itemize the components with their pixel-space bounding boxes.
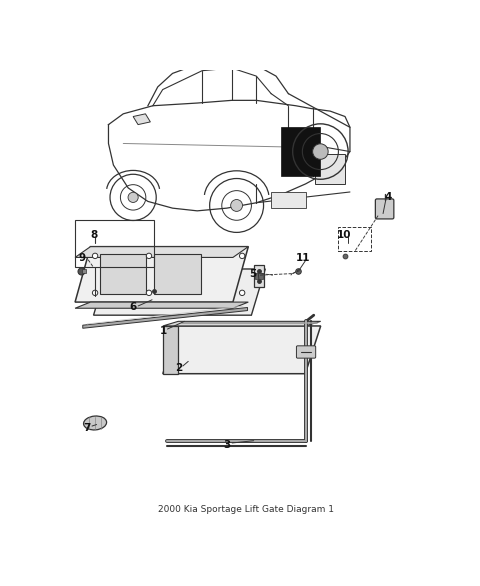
Text: 4: 4 [384,192,392,202]
Circle shape [231,199,242,212]
Text: 7: 7 [83,423,90,432]
Bar [254,265,264,287]
Text: 2000 Kia Sportage Lift Gate Diagram 1: 2000 Kia Sportage Lift Gate Diagram 1 [158,506,334,515]
Circle shape [128,192,138,202]
Ellipse shape [84,416,107,430]
Polygon shape [154,254,201,294]
Polygon shape [75,302,248,308]
Bar [75,220,154,267]
Circle shape [92,253,98,258]
Circle shape [240,253,245,258]
Polygon shape [163,326,178,374]
Polygon shape [94,269,265,315]
Polygon shape [100,254,146,294]
Circle shape [146,290,152,295]
FancyBboxPatch shape [375,199,394,219]
Text: 8: 8 [90,230,98,240]
Text: 1: 1 [160,326,167,336]
Text: 9: 9 [78,253,85,263]
Bar [338,227,371,250]
Polygon shape [163,321,321,326]
Polygon shape [75,247,248,302]
Circle shape [312,144,328,159]
Text: 11: 11 [296,253,311,263]
Text: 5: 5 [249,268,256,278]
Circle shape [146,253,152,258]
Text: 6: 6 [129,302,136,312]
FancyBboxPatch shape [297,346,316,358]
Polygon shape [133,114,150,125]
Polygon shape [75,247,248,257]
Polygon shape [163,326,321,374]
Polygon shape [271,192,306,208]
Text: 3: 3 [223,440,230,449]
Polygon shape [315,154,345,184]
Polygon shape [83,308,248,328]
Circle shape [240,290,245,295]
Text: 10: 10 [337,230,351,240]
Text: 2: 2 [175,363,182,373]
Polygon shape [255,273,263,279]
Polygon shape [281,127,320,176]
Circle shape [92,290,98,295]
